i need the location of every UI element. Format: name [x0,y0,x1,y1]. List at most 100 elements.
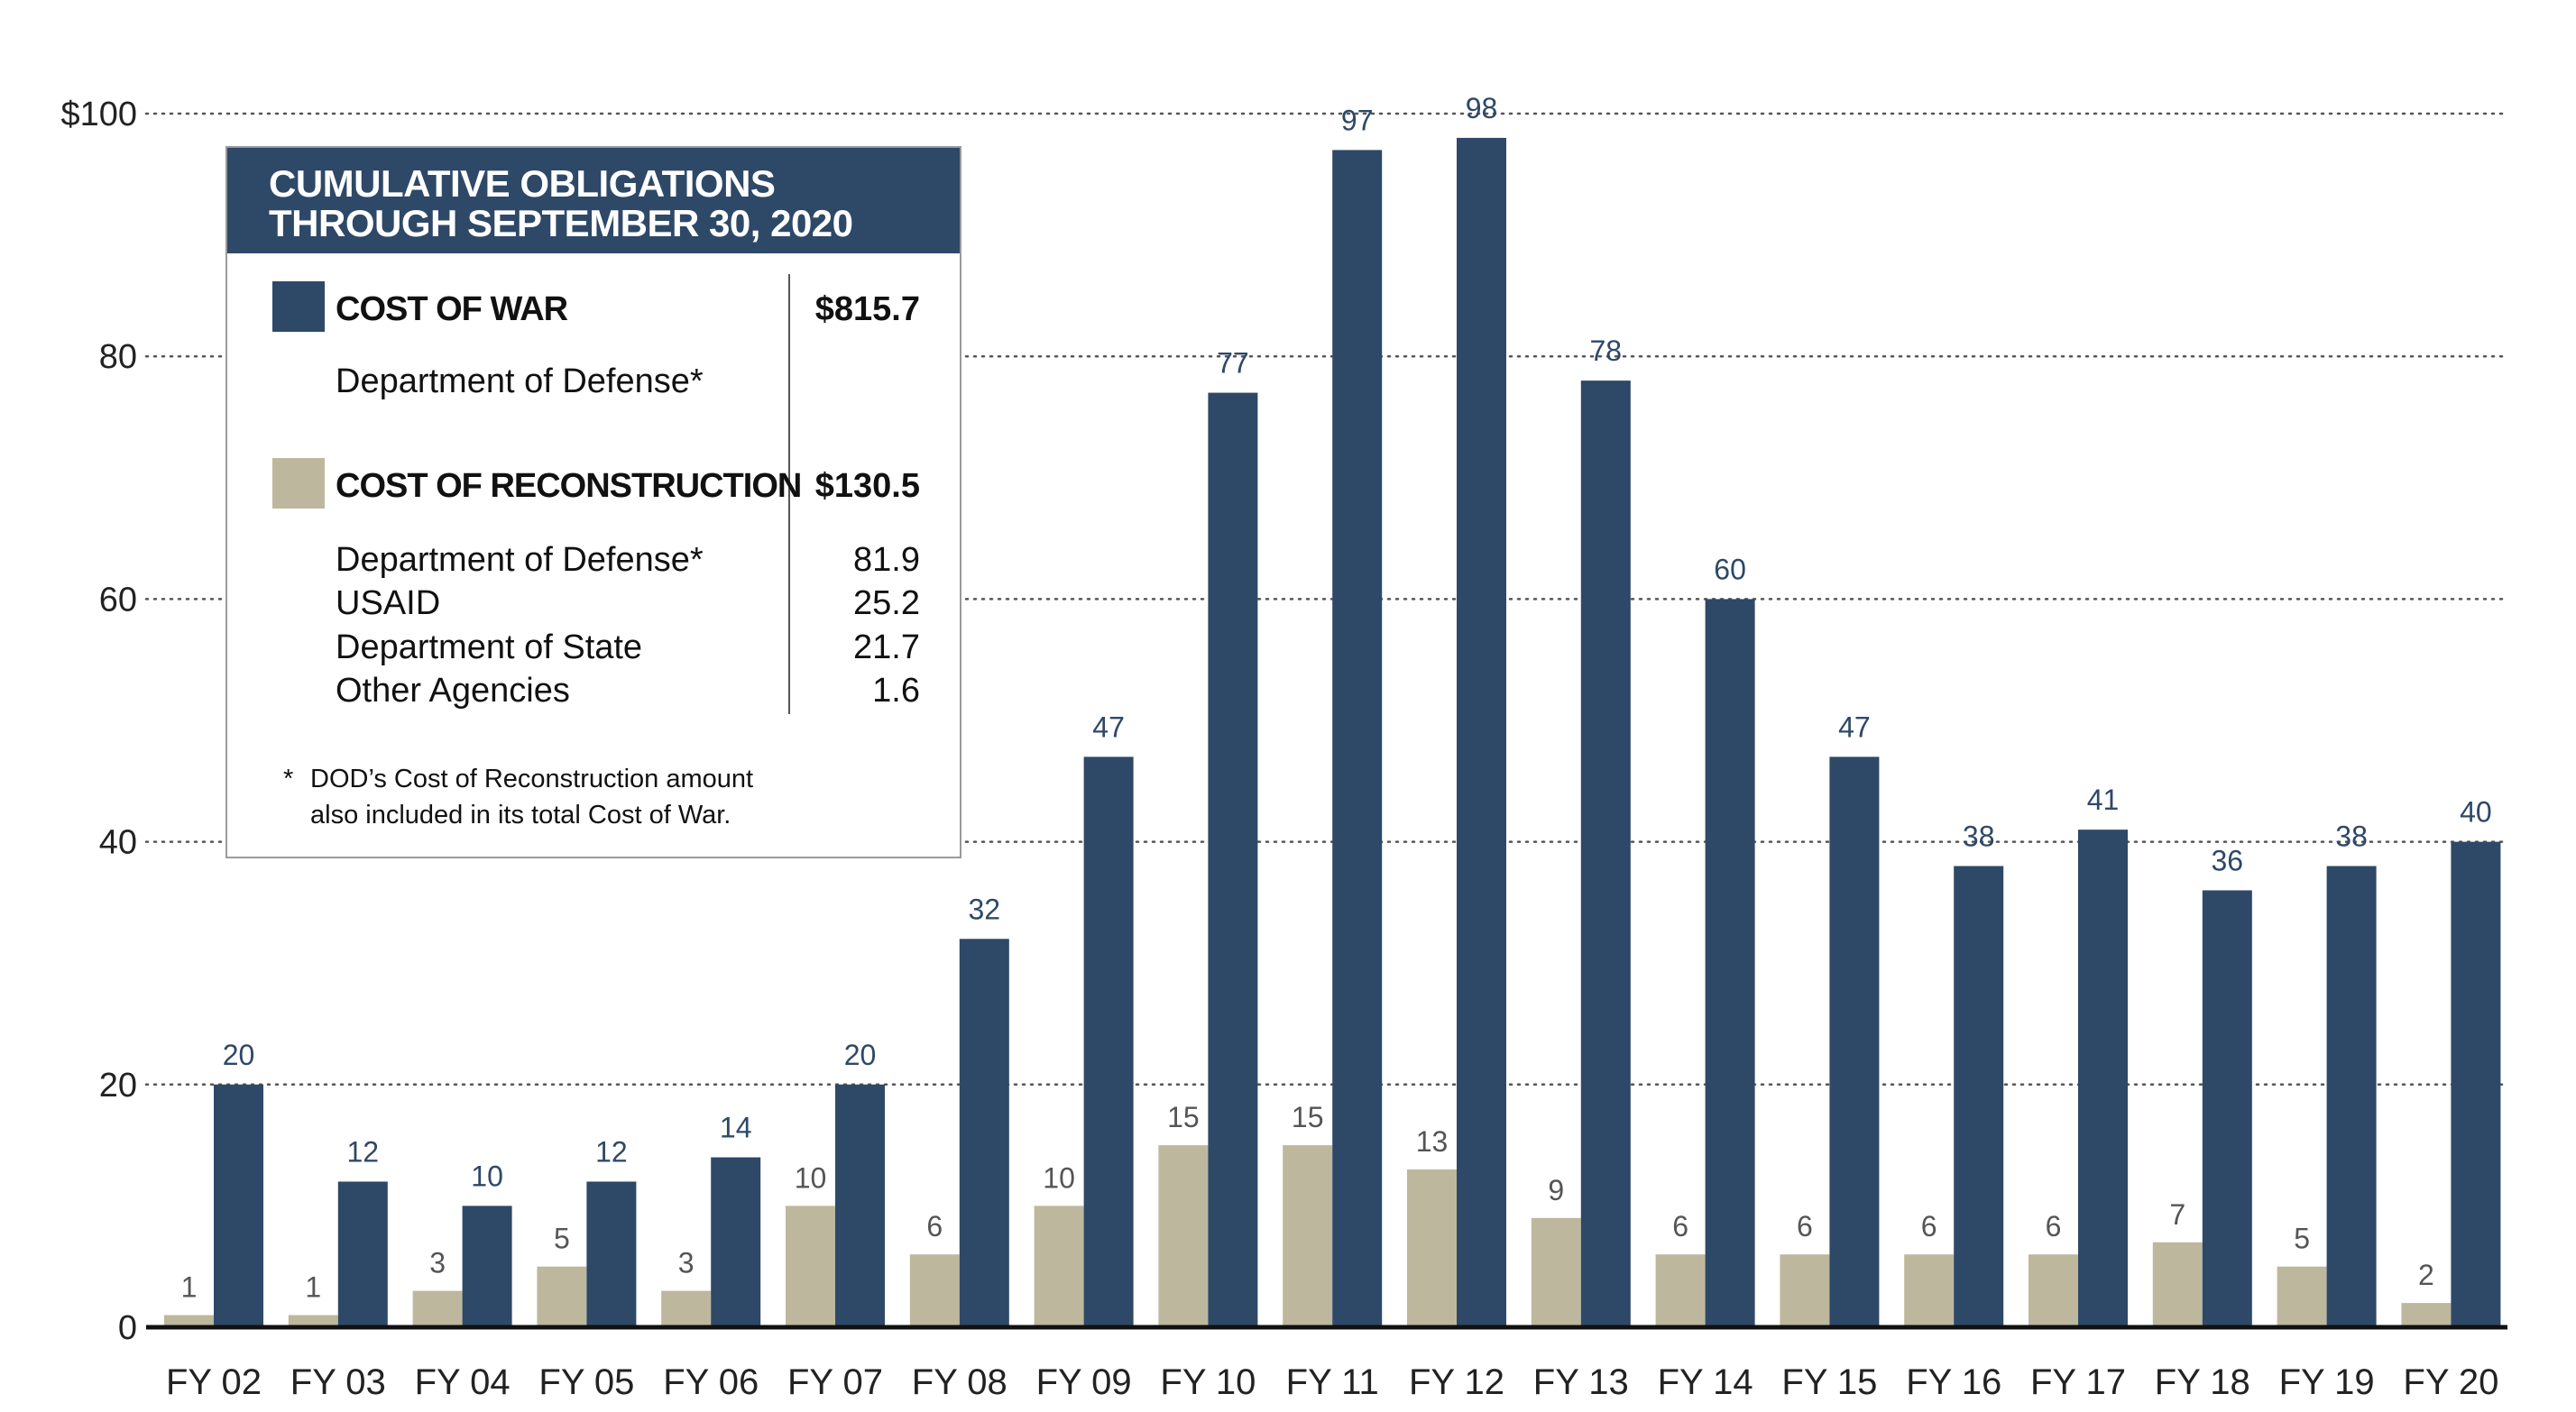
bar-cost-of-war [337,1181,388,1327]
data-label-cost-of-war: 10 [471,1160,503,1192]
war-swatch [272,281,325,332]
data-label-cost-of-war: 98 [1466,92,1498,124]
y-tick-label: 0 [118,1309,137,1347]
data-label-cost-of-war: 97 [1341,104,1374,136]
x-tick-label: FY 15 [1781,1362,1877,1402]
bar-reconstruction [1531,1217,1581,1327]
data-label-reconstruction: 6 [926,1210,943,1242]
x-axis-ticks: FY 02 FY 03 FY 04 FY 05 FY 06 FY 07 FY 08 FY 09… [166,1362,2498,1402]
rec-item-value: 81.9 [853,541,920,579]
data-label-cost-of-war: 14 [720,1112,752,1144]
bar-reconstruction [1904,1254,1955,1327]
rec-item-label: Department of State [336,628,643,666]
data-label-cost-of-war: 77 [1217,347,1249,380]
legend-row-rec-other: Other Agencies 1.6 [227,672,960,711]
legend-row-war-dod: Department of Defense* [227,362,960,402]
x-tick-label: FY 13 [1533,1362,1629,1402]
data-label-cost-of-war: 32 [969,893,1001,925]
war-label: COST OF WAR [336,290,568,328]
data-label-reconstruction: 6 [2046,1210,2062,1242]
bar-reconstruction [412,1290,463,1327]
data-label-cost-of-war: 12 [347,1135,380,1168]
data-label-reconstruction: 2 [2418,1259,2434,1291]
reconstruction-total: $130.5 [814,467,920,505]
legend-footnote: * DOD’s Cost of Reconstruction amount al… [283,761,753,833]
bar-cost-of-war [1954,866,2004,1327]
data-label-reconstruction: 7 [2169,1198,2185,1231]
legend-row-rec-dod: Department of Defense* 81.9 [227,541,960,581]
data-label-cost-of-war: 36 [2212,844,2244,876]
bar-cost-of-war [1829,756,1880,1327]
data-label-reconstruction: 9 [1548,1174,1564,1206]
bar-reconstruction [2401,1303,2452,1327]
data-label-reconstruction: 5 [554,1223,570,1255]
data-label-reconstruction: 13 [1416,1125,1449,1158]
x-tick-label: FY 03 [290,1362,386,1402]
bar-cost-of-war [214,1084,263,1327]
data-label-reconstruction: 6 [1672,1210,1688,1242]
bar-cost-of-war [1580,381,1631,1327]
bar-reconstruction [1158,1145,1209,1327]
bar-reconstruction [1034,1206,1084,1327]
data-label-reconstruction: 1 [181,1271,198,1304]
rec-item-label: Department of Defense* [336,541,704,579]
y-tick-label: 80 [99,338,137,376]
bar-reconstruction [2152,1242,2203,1327]
data-label-cost-of-war: 47 [1838,711,1871,743]
war-total: $815.7 [814,290,920,328]
bar-cost-of-war [711,1157,761,1327]
war-item-label: Department of Defense* [336,362,704,400]
rec-item-label: Other Agencies [336,672,570,710]
data-label-reconstruction: 15 [1292,1101,1324,1133]
bar-reconstruction [537,1266,587,1327]
x-tick-label: FY 10 [1160,1362,1256,1402]
data-label-cost-of-war: 47 [1092,711,1125,743]
bar-cost-of-war [586,1181,637,1327]
bar-cost-of-war [2078,830,2128,1327]
legend-title-line-1: CUMULATIVE OBLIGATIONS [269,162,776,205]
rec-item-value: 21.7 [853,628,920,666]
x-tick-label: FY 11 [1286,1362,1379,1402]
data-label-cost-of-war: 38 [2335,821,2368,853]
bar-cost-of-war [1705,599,1755,1327]
bar-cost-of-war [835,1084,885,1327]
rec-item-value: 25.2 [853,584,920,622]
bar-reconstruction [1407,1169,1457,1327]
reconstruction-swatch [272,458,325,509]
data-label-cost-of-war: 20 [223,1039,255,1071]
bar-cost-of-war [1208,392,1258,1328]
bar-cost-of-war [2326,866,2377,1327]
reconstruction-label: COST OF RECONSTRUCTION [336,467,802,505]
bar-cost-of-war [462,1206,512,1327]
bar-reconstruction [1655,1254,1706,1327]
bar-reconstruction [288,1315,338,1327]
x-tick-label: FY 20 [2403,1362,2498,1402]
data-label-reconstruction: 1 [305,1271,321,1304]
legend-row-rec-state: Department of State 21.7 [227,628,960,668]
bar-reconstruction [164,1315,214,1327]
bar-cost-of-war [959,939,1009,1327]
data-label-cost-of-war: 38 [1963,821,1995,853]
footnote-star: * [283,765,294,793]
x-tick-label: FY 19 [2279,1362,2375,1402]
x-tick-label: FY 06 [663,1362,759,1402]
x-tick-label: FY 09 [1036,1362,1132,1402]
data-labels: 1201123105123141020632104715771597139897… [181,92,2492,1304]
legend-title-line-2: THROUGH SEPTEMBER 30, 2020 [269,202,853,244]
y-tick-label: $100 [60,96,137,133]
bar-reconstruction [786,1206,835,1327]
rec-item-label: USAID [336,584,441,622]
bar-cost-of-war [1457,137,1506,1327]
x-tick-label: FY 14 [1658,1362,1753,1402]
footnote-line-2: also included in its total Cost of War. [310,801,731,830]
data-label-cost-of-war: 41 [2087,784,2120,816]
y-tick-label: 40 [99,824,137,862]
rec-item-value: 1.6 [872,672,920,710]
bar-reconstruction [1780,1254,1830,1327]
bar-reconstruction [1283,1145,1333,1327]
y-tick-label: 20 [99,1067,137,1105]
data-label-cost-of-war: 40 [2460,796,2492,829]
data-label-reconstruction: 3 [429,1247,446,1279]
x-tick-label: FY 16 [1906,1362,2001,1402]
